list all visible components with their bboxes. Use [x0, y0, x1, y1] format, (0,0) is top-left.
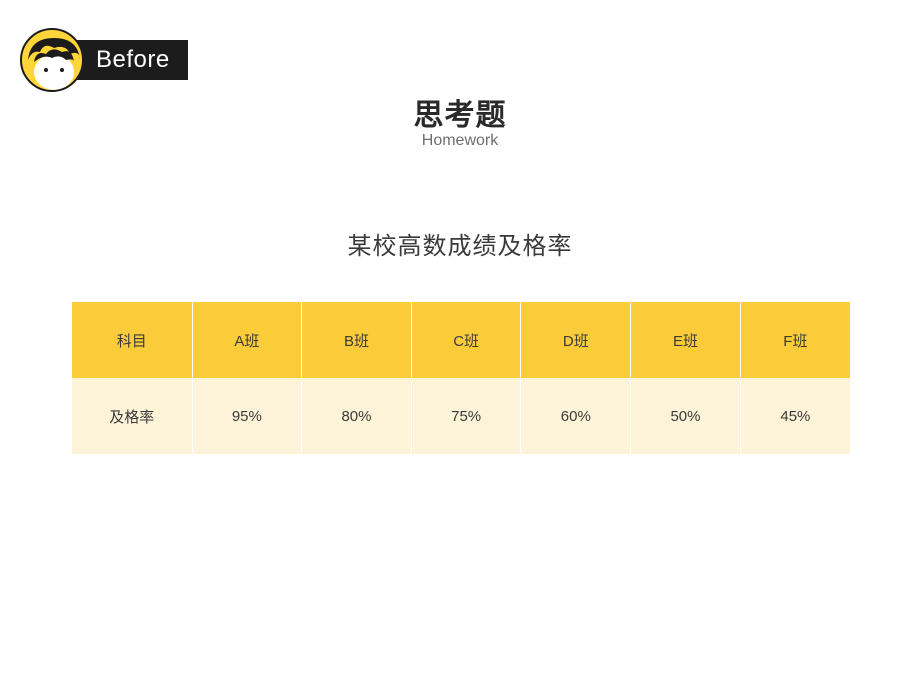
table-header-cell: 科目	[72, 302, 192, 378]
table-cell: 75%	[411, 378, 521, 454]
avatar-icon	[20, 28, 84, 92]
table-cell: 60%	[521, 378, 631, 454]
pass-rate-table: 科目 A班 B班 C班 D班 E班 F班 及格率 95% 80% 75% 60%…	[72, 302, 850, 454]
table-header-cell: A班	[192, 302, 302, 378]
table-header-cell: E班	[631, 302, 741, 378]
table-cell: 50%	[631, 378, 741, 454]
table-title: 某校高数成绩及格率	[0, 226, 920, 261]
table-cell: 45%	[740, 378, 850, 454]
heading-main: 思考题	[0, 90, 920, 134]
table-cell: 80%	[302, 378, 412, 454]
page-heading: 思考题 Homework	[0, 90, 920, 150]
table-header-cell: C班	[411, 302, 521, 378]
table-cell: 95%	[192, 378, 302, 454]
table-header-cell: D班	[521, 302, 631, 378]
table-header-cell: B班	[302, 302, 412, 378]
table-header-row: 科目 A班 B班 C班 D班 E班 F班	[72, 302, 850, 378]
badge-label: Before	[68, 40, 188, 80]
heading-sub: Homework	[0, 132, 920, 150]
table-row: 及格率 95% 80% 75% 60% 50% 45%	[72, 378, 850, 454]
table-header-cell: F班	[740, 302, 850, 378]
before-badge: Before	[20, 28, 188, 92]
table-cell: 及格率	[72, 378, 192, 454]
